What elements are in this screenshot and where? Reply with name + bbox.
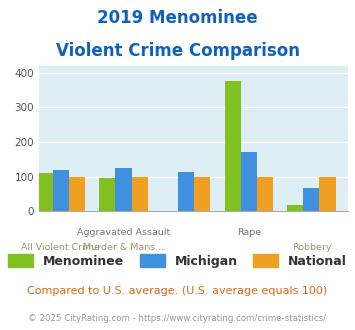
Bar: [257, 177, 273, 211]
Text: All Violent Crime: All Violent Crime: [21, 243, 100, 252]
Bar: [194, 177, 210, 211]
Bar: [287, 205, 304, 211]
Text: 2019 Menominee: 2019 Menominee: [97, 10, 258, 27]
Text: Compared to U.S. average. (U.S. average equals 100): Compared to U.S. average. (U.S. average …: [27, 285, 328, 296]
Text: © 2025 CityRating.com - https://www.cityrating.com/crime-statistics/: © 2025 CityRating.com - https://www.city…: [28, 314, 327, 323]
Legend: Menominee, Michigan, National: Menominee, Michigan, National: [4, 249, 351, 273]
Text: Aggravated Assault: Aggravated Assault: [77, 228, 170, 237]
Bar: [178, 172, 194, 211]
Bar: [69, 177, 85, 211]
Bar: [99, 178, 115, 211]
Text: Robbery: Robbery: [292, 243, 331, 252]
Bar: [115, 168, 132, 211]
Bar: [304, 188, 320, 211]
Bar: [132, 177, 148, 211]
Bar: [37, 173, 53, 211]
Bar: [53, 170, 69, 211]
Text: Murder & Mans...: Murder & Mans...: [83, 243, 164, 252]
Bar: [225, 81, 241, 211]
Text: Violent Crime Comparison: Violent Crime Comparison: [55, 43, 300, 60]
Bar: [320, 177, 335, 211]
Bar: [241, 152, 257, 211]
Text: Rape: Rape: [237, 228, 261, 237]
